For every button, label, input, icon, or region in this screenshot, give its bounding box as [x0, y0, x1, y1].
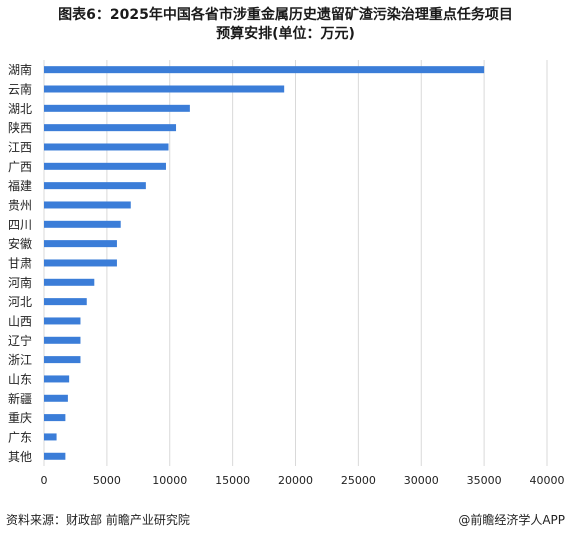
bar-湖南 — [44, 66, 485, 74]
category-label: 新疆 — [8, 391, 32, 406]
x-tick-label: 5000 — [93, 474, 121, 487]
category-label: 贵州 — [8, 198, 32, 212]
bar-湖北 — [44, 104, 190, 112]
bar-河南 — [44, 278, 95, 286]
bar-辽宁 — [44, 336, 81, 344]
x-tick-label: 30000 — [404, 474, 439, 487]
bar-山东 — [44, 375, 70, 383]
category-label: 广西 — [8, 160, 32, 174]
category-label: 其他 — [8, 450, 32, 464]
source-note: 资料来源：财政部 前瞻产业研究院 — [6, 513, 190, 527]
bar-云南 — [44, 85, 285, 93]
category-label: 甘肃 — [8, 256, 32, 270]
bar-江西 — [44, 143, 169, 151]
category-label: 重庆 — [8, 411, 32, 425]
category-label: 河南 — [8, 275, 32, 290]
bar-贵州 — [44, 201, 131, 209]
bar-山西 — [44, 317, 81, 325]
category-label: 安徽 — [8, 236, 32, 251]
category-label: 湖北 — [8, 101, 32, 116]
category-label: 山东 — [8, 372, 32, 386]
bar-其他 — [44, 452, 66, 460]
bar-陕西 — [44, 124, 177, 132]
bar-甘肃 — [44, 259, 117, 267]
x-tick-label: 35000 — [467, 474, 502, 487]
category-label: 浙江 — [8, 353, 32, 367]
x-tick-label: 10000 — [152, 474, 187, 487]
bar-四川 — [44, 220, 121, 228]
category-label: 山西 — [8, 314, 32, 328]
category-label: 江西 — [8, 140, 32, 154]
chart-title: 图表6：2025年中国各省市涉重金属历史遗留矿渣污染治理重点任务项目 预算安排(… — [0, 6, 571, 44]
bar-浙江 — [44, 356, 81, 364]
bar-福建 — [44, 182, 146, 190]
bar-安徽 — [44, 240, 117, 248]
category-label: 陕西 — [8, 120, 32, 135]
bar-新疆 — [44, 394, 68, 402]
brand-note: @前瞻经济学人APP — [458, 513, 565, 527]
category-label: 四川 — [8, 218, 32, 232]
category-label: 福建 — [8, 178, 32, 193]
title-line-1: 图表6：2025年中国各省市涉重金属历史遗留矿渣污染治理重点任务项目 — [58, 7, 513, 23]
category-label: 云南 — [8, 81, 32, 96]
bar-河北 — [44, 298, 87, 306]
x-tick-label: 15000 — [215, 474, 250, 487]
bar-广东 — [44, 433, 57, 441]
title-line-2: 预算安排(单位：万元) — [216, 26, 355, 42]
x-tick-label: 25000 — [341, 474, 376, 487]
x-tick-label: 20000 — [278, 474, 313, 487]
category-label: 广东 — [8, 430, 32, 444]
category-label: 湖南 — [8, 62, 32, 77]
bar-广西 — [44, 162, 166, 170]
category-label: 河北 — [8, 295, 32, 309]
x-tick-label: 40000 — [530, 474, 565, 487]
bar-重庆 — [44, 414, 66, 422]
category-label: 辽宁 — [8, 333, 32, 348]
x-tick-label: 0 — [41, 474, 48, 487]
